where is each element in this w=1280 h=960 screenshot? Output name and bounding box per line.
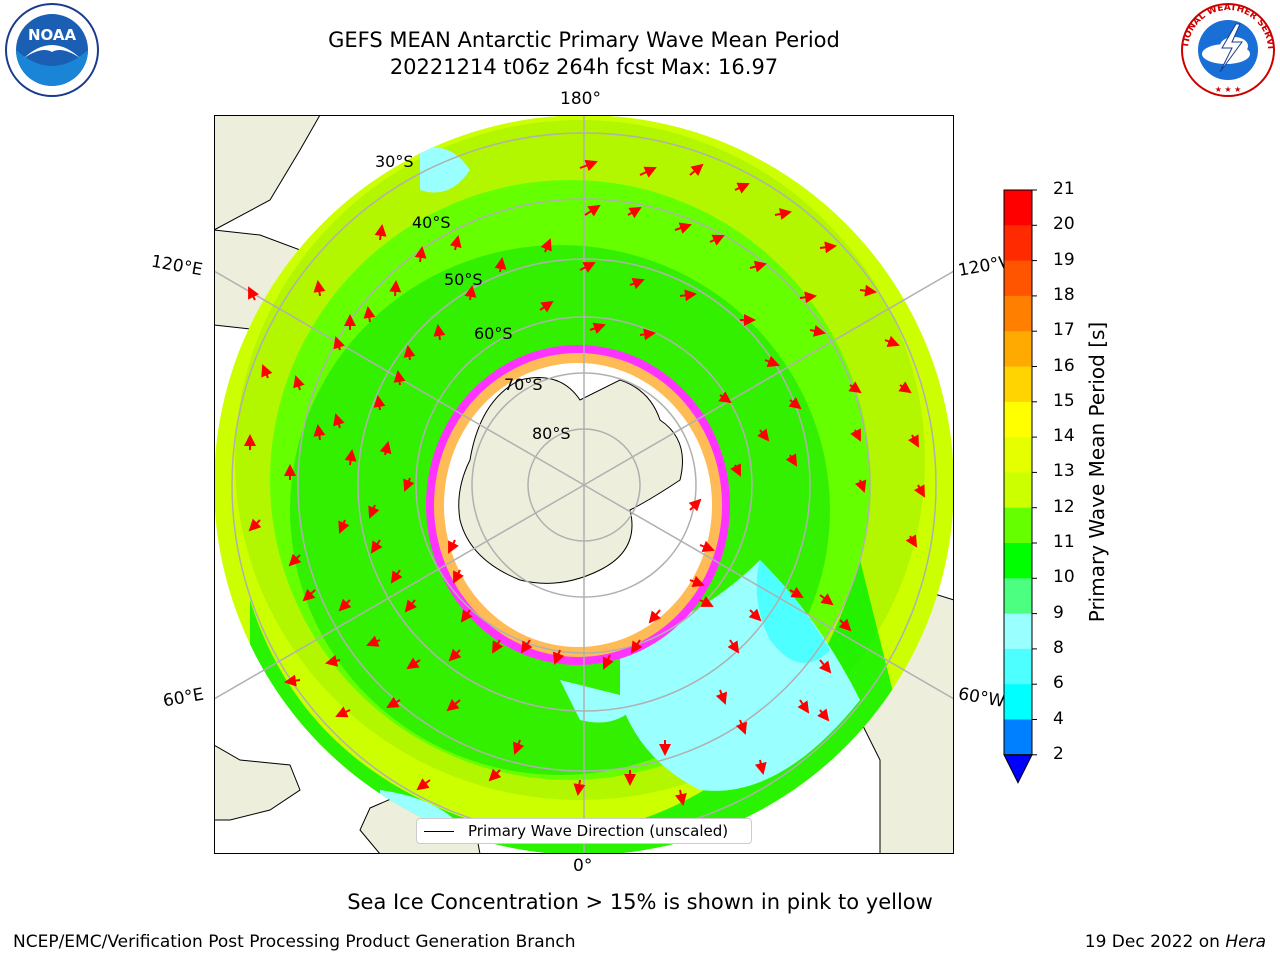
colorbar-segment xyxy=(1004,578,1032,615)
legend-line-sample xyxy=(424,831,454,832)
map-subtitle: 20221214 t06z 264h fcst Max: 16.97 xyxy=(389,55,779,79)
lat-label-30s: 30°S xyxy=(375,152,414,171)
legend-text: Primary Wave Direction (unscaled) xyxy=(468,822,729,840)
colorbar-extend-arrow xyxy=(1003,754,1033,784)
colorbar-segment xyxy=(1004,684,1032,720)
colorbar-tick-label: 10 xyxy=(1053,567,1075,588)
colorbar-segment xyxy=(1004,719,1032,756)
sea-ice-note: Sea Ice Concentration > 15% is shown in … xyxy=(347,890,933,914)
colorbar-tick-label: 21 xyxy=(1053,179,1075,199)
colorbar-tick-label: 17 xyxy=(1053,320,1075,341)
colorbar-tick-label: 12 xyxy=(1053,496,1075,517)
colorbar-tick-label: 6 xyxy=(1053,673,1064,694)
footer-credit: NCEP/EMC/Verification Post Processing Pr… xyxy=(13,932,576,952)
lat-label-70s: 70°S xyxy=(504,375,543,394)
colorbar xyxy=(1003,189,1037,784)
colorbar-segment xyxy=(1004,472,1032,509)
colorbar-segment xyxy=(1004,648,1032,685)
map-title: GEFS MEAN Antarctic Primary Wave Mean Pe… xyxy=(328,28,840,52)
wave-arrows xyxy=(244,159,925,832)
colorbar-tick-label: 20 xyxy=(1053,214,1075,235)
colorbar-segment xyxy=(1004,366,1032,403)
lat-label-40s: 40°S xyxy=(412,213,451,232)
lat-label-80s: 80°S xyxy=(532,424,571,443)
colorbar-tick-label: 11 xyxy=(1053,532,1075,552)
antarctica xyxy=(458,377,683,584)
footer-date-text: 19 Dec 2022 on xyxy=(1084,932,1220,952)
colorbar-segment xyxy=(1004,437,1032,473)
colorbar-segment xyxy=(1004,331,1032,367)
colorbar-segment xyxy=(1004,613,1032,650)
lon-label-180: 180° xyxy=(560,89,601,109)
colorbar-tick-label: 14 xyxy=(1053,426,1075,447)
colorbar-tick-label: 9 xyxy=(1053,602,1064,623)
colorbar-segment xyxy=(1004,401,1032,438)
lon-label-0: 0° xyxy=(573,856,593,876)
colorbar-label: Primary Wave Mean Period [s] xyxy=(1085,321,1109,623)
colorbar-tick-label: 19 xyxy=(1053,249,1075,270)
colorbar-tick-label: 13 xyxy=(1053,461,1075,482)
colorbar-tick-label: 18 xyxy=(1053,284,1075,305)
lat-label-50s: 50°S xyxy=(444,270,483,289)
noaa-logo: NOAA xyxy=(5,3,99,97)
lat-label-60s: 60°S xyxy=(474,324,513,343)
colorbar-tick-label: 4 xyxy=(1053,708,1064,729)
colorbar-segment xyxy=(1004,190,1032,226)
colorbar-tick-label: 15 xyxy=(1053,390,1075,411)
colorbar-tick-label: 2 xyxy=(1053,743,1064,764)
nws-logo: NATIONAL WEATHER SERVICE ★ ★ ★ xyxy=(1178,2,1275,97)
colorbar-segment xyxy=(1004,225,1032,262)
colorbar-segment xyxy=(1004,260,1032,297)
colorbar-segment xyxy=(1004,543,1032,579)
colorbar-segment xyxy=(1004,295,1032,332)
map-legend: Primary Wave Direction (unscaled) xyxy=(416,818,752,844)
noaa-logo-text: NOAA xyxy=(28,26,77,44)
footer-date: 19 Dec 2022 on Hera xyxy=(1085,932,1266,952)
colorbar-tick-label: 16 xyxy=(1053,355,1075,376)
colorbar-tick-label: 8 xyxy=(1053,637,1064,658)
svg-text:★ ★ ★: ★ ★ ★ xyxy=(1215,85,1242,94)
colorbar-segment xyxy=(1004,507,1032,544)
footer-machine: Hera xyxy=(1225,932,1266,952)
